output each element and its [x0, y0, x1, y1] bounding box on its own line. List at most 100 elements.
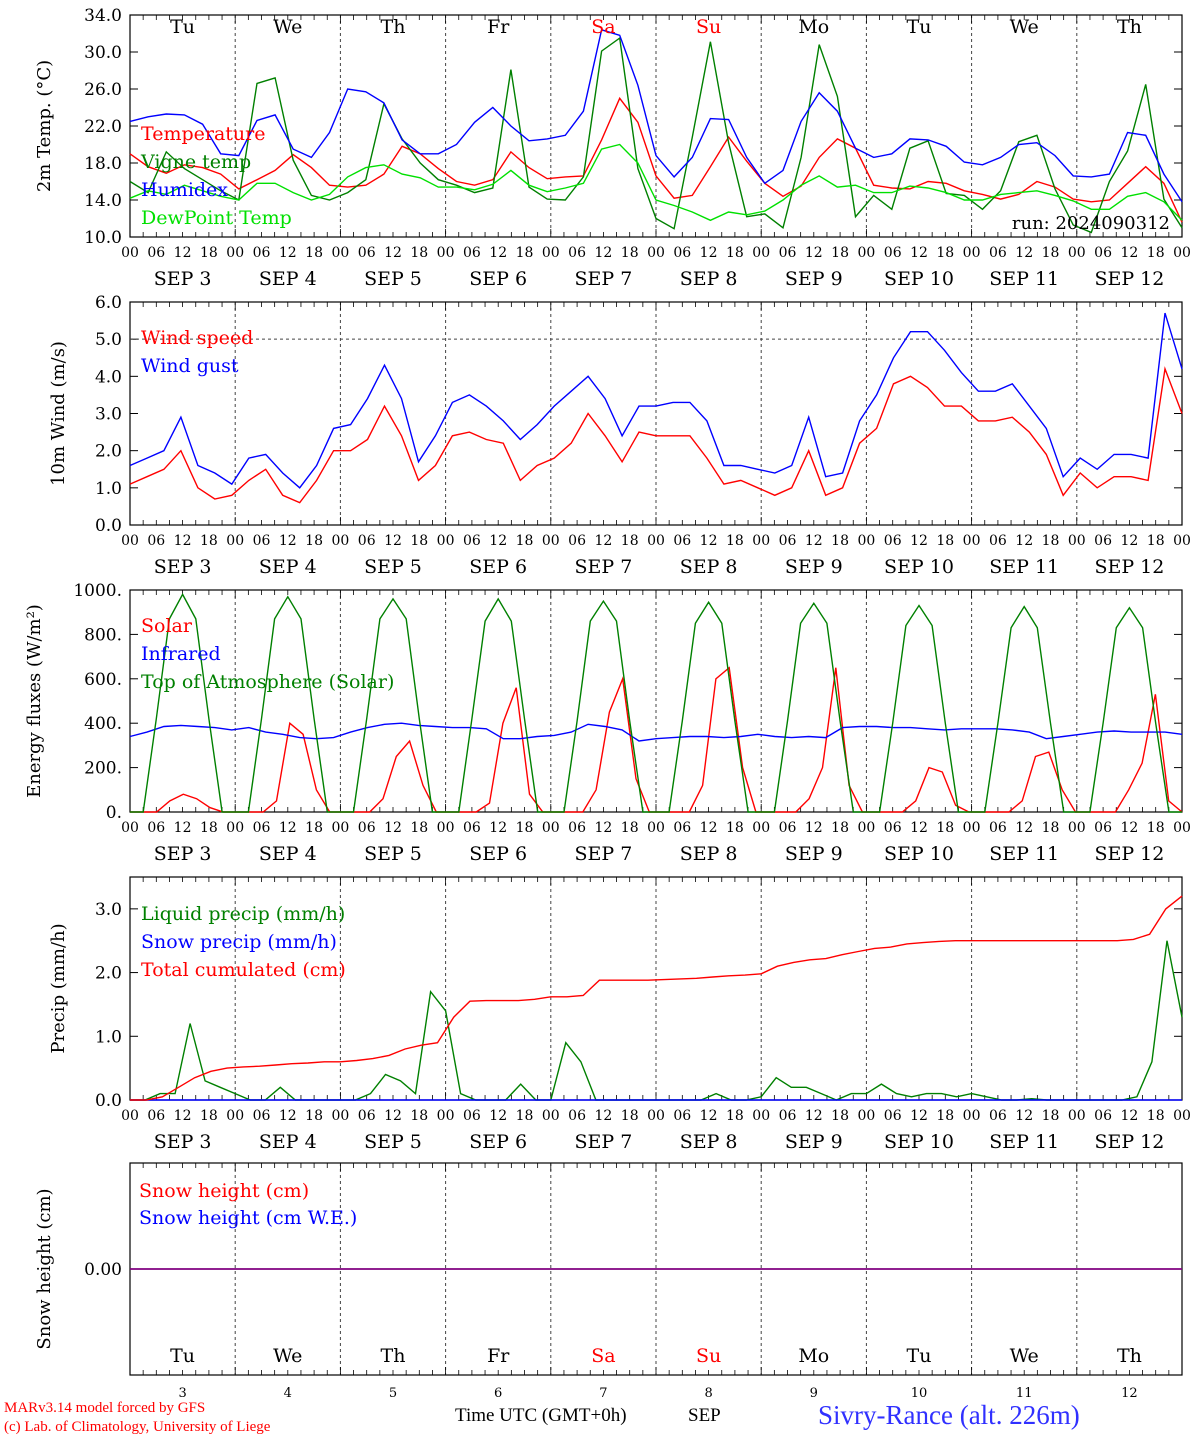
hour-tick-label: 06 [989, 1108, 1007, 1124]
hour-tick-label: 12 [594, 245, 612, 261]
hour-tick-label: 12 [1120, 533, 1138, 549]
hour-tick-label: 18 [726, 245, 744, 261]
hour-tick-label: 18 [936, 1108, 954, 1124]
y-tick-label: 2.0 [95, 442, 122, 462]
hour-tick-label: 18 [1042, 1108, 1060, 1124]
hour-tick-label: 06 [358, 245, 376, 261]
date-label: SEP 8 [680, 556, 738, 578]
legend-entry: Wind speed [141, 327, 253, 349]
hour-tick-label: 06 [463, 820, 481, 836]
date-label: SEP 10 [884, 1131, 954, 1153]
date-label: SEP 9 [785, 268, 843, 290]
hour-tick-label: 12 [1120, 820, 1138, 836]
hour-tick-label: 06 [989, 245, 1007, 261]
date-label: SEP 9 [785, 1131, 843, 1153]
x-axis-label: Time UTC (GMT+0h) [455, 1405, 627, 1426]
footer-model: MARv3.14 model forced by GFS [4, 1400, 206, 1416]
hour-tick-label: 12 [805, 533, 823, 549]
date-label: SEP 3 [154, 843, 212, 865]
hour-tick-label: 06 [568, 533, 586, 549]
hour-tick-label: 18 [516, 820, 534, 836]
hour-tick-label: 00 [121, 1108, 139, 1124]
hour-tick-label: 12 [910, 533, 928, 549]
y-axis-label: 2m Temp. (°C) [34, 60, 55, 192]
series-line-top-of-atmosphere-solar- [130, 592, 1182, 813]
hour-tick-label: 00 [121, 245, 139, 261]
hour-tick-label: 12 [174, 245, 192, 261]
run-annotation: run: 2024090312 [1012, 213, 1170, 234]
hour-tick-label: 06 [147, 1108, 165, 1124]
legend-entry: Snow height (cm) [139, 1180, 309, 1202]
hour-tick-label: 00 [963, 245, 981, 261]
series-line-wind-speed [129, 366, 1183, 504]
hour-tick-label: 06 [358, 533, 376, 549]
hour-tick-label: 06 [253, 820, 271, 836]
hour-tick-label: 12 [910, 1108, 928, 1124]
hour-tick-label: 18 [1147, 533, 1165, 549]
hour-tick-label: 18 [305, 533, 323, 549]
date-label: SEP 11 [989, 268, 1059, 290]
date-label: SEP 10 [884, 556, 954, 578]
y-tick-label: 10.0 [84, 228, 122, 248]
hour-tick-label: 18 [726, 1108, 744, 1124]
hour-tick-label: 18 [831, 533, 849, 549]
hour-tick-label: 06 [147, 820, 165, 836]
hour-tick-label: 12 [700, 245, 718, 261]
hour-tick-label: 12 [1015, 820, 1033, 836]
panel-frame-wind [129, 301, 1183, 526]
y-tick-label: 3.0 [95, 405, 122, 425]
series-line-total-cumulated-cm- [130, 895, 1183, 1101]
hour-tick-label: 00 [331, 533, 349, 549]
hour-tick-label: 06 [253, 1108, 271, 1124]
day-name: We [273, 16, 302, 38]
date-label: SEP 11 [989, 843, 1059, 865]
hour-tick-label: 00 [437, 1108, 455, 1124]
day-name: Sa [591, 16, 615, 38]
hour-tick-label: 06 [884, 1108, 902, 1124]
hour-tick-label: 18 [305, 245, 323, 261]
day-name: We [273, 1345, 302, 1367]
y-axis-label: Snow height (cm) [34, 1188, 55, 1349]
date-label: SEP 4 [259, 843, 317, 865]
hour-tick-label: 00 [1173, 1108, 1191, 1124]
day-number: 6 [494, 1386, 502, 1401]
legend-entry: Infrared [141, 643, 221, 665]
date-label: SEP 3 [154, 556, 212, 578]
date-label: SEP 6 [469, 843, 527, 865]
hour-tick-label: 18 [200, 245, 218, 261]
hour-tick-label: 06 [568, 820, 586, 836]
hour-tick-label: 18 [305, 1108, 323, 1124]
hour-tick-label: 00 [1173, 533, 1191, 549]
hour-tick-label: 18 [410, 820, 428, 836]
hour-tick-label: 12 [384, 533, 402, 549]
series-line-infrared [129, 722, 1183, 742]
y-tick-label: 800. [84, 625, 122, 645]
y-tick-label: 200. [84, 759, 122, 779]
date-label: SEP 5 [364, 556, 422, 578]
date-label: SEP 8 [680, 1131, 738, 1153]
y-tick-label: 0.0 [95, 1091, 122, 1111]
hour-tick-label: 18 [1042, 820, 1060, 836]
day-name: Tu [907, 1345, 932, 1367]
y-axis-label: Energy fluxes (W/m²) [24, 604, 45, 798]
hour-tick-label: 00 [542, 820, 560, 836]
hour-tick-label: 06 [779, 245, 797, 261]
date-label: SEP 7 [574, 1131, 632, 1153]
legend-entry: Top of Atmosphere (Solar) [141, 671, 394, 693]
hour-tick-label: 00 [226, 533, 244, 549]
day-number: 11 [1016, 1386, 1033, 1401]
hour-tick-label: 12 [279, 245, 297, 261]
date-label: SEP 12 [1094, 268, 1164, 290]
hour-tick-label: 12 [1015, 245, 1033, 261]
hour-tick-label: 00 [542, 533, 560, 549]
hour-tick-label: 00 [542, 245, 560, 261]
legend-entry: Wind gust [141, 355, 239, 377]
y-tick-label: 18.0 [84, 154, 122, 174]
hour-tick-label: 12 [594, 820, 612, 836]
hour-tick-label: 00 [331, 245, 349, 261]
hour-tick-label: 18 [936, 245, 954, 261]
day-name: Mo [798, 16, 829, 38]
date-label: SEP 12 [1094, 843, 1164, 865]
y-axis-label: Precip (mm/h) [48, 923, 69, 1053]
day-number: 4 [284, 1386, 292, 1401]
